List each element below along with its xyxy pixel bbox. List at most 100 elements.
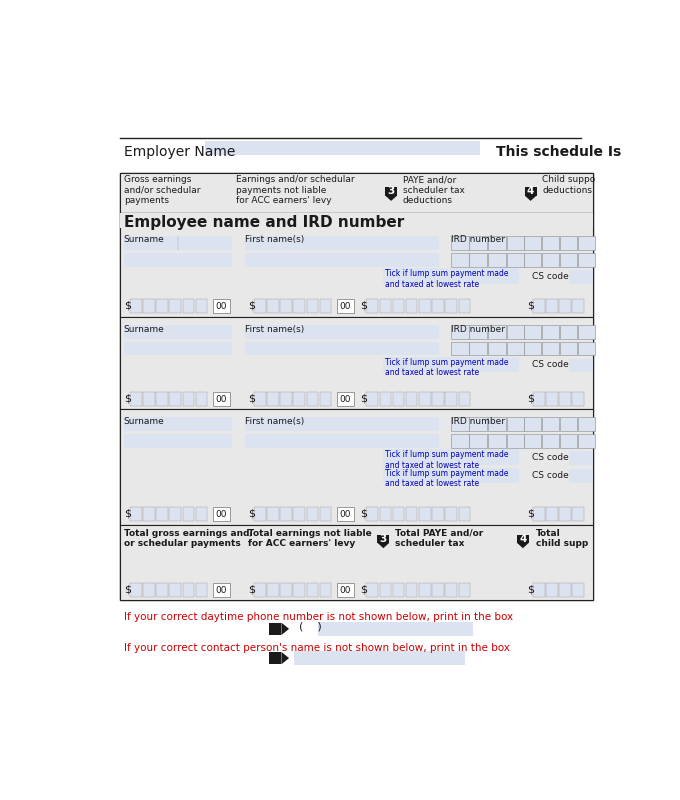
Text: Tick if lump sum payment made
and taxed at lowest rate: Tick if lump sum payment made and taxed … — [385, 358, 509, 378]
Text: IRD number: IRD number — [451, 325, 505, 334]
Bar — [524, 325, 541, 338]
Bar — [419, 392, 430, 406]
Bar — [130, 299, 141, 313]
Bar — [533, 299, 545, 313]
Bar — [560, 253, 577, 267]
Bar — [573, 299, 584, 313]
Bar — [196, 582, 207, 597]
Text: 00: 00 — [216, 510, 227, 519]
Bar — [578, 417, 595, 431]
Bar — [267, 582, 279, 597]
Bar — [320, 299, 331, 313]
Bar — [183, 392, 194, 406]
Bar — [245, 417, 439, 431]
Text: Surname: Surname — [124, 417, 165, 426]
Bar — [507, 342, 524, 355]
Bar — [507, 417, 524, 431]
Text: Employer Name: Employer Name — [124, 146, 235, 159]
Bar — [524, 434, 541, 448]
Bar — [254, 507, 266, 521]
Bar — [280, 582, 292, 597]
Bar — [533, 582, 545, 597]
Bar — [560, 342, 577, 355]
Text: First name(s): First name(s) — [245, 234, 305, 243]
Bar — [267, 299, 279, 313]
Bar — [432, 392, 444, 406]
Bar — [569, 470, 593, 483]
Text: If your correct daytime phone number is not shown below, print in the box: If your correct daytime phone number is … — [124, 612, 513, 622]
Text: Total earnings not liable
for ACC earners' levy: Total earnings not liable for ACC earner… — [248, 529, 371, 548]
Bar — [379, 582, 391, 597]
Bar — [445, 299, 457, 313]
Text: Total gross earnings and/
or schedular payments: Total gross earnings and/ or schedular p… — [124, 529, 252, 548]
Bar — [120, 410, 593, 525]
Text: 00: 00 — [216, 394, 227, 404]
Bar — [124, 417, 233, 431]
Bar — [294, 507, 305, 521]
Bar — [458, 582, 470, 597]
Bar — [320, 392, 331, 406]
Text: $: $ — [360, 301, 367, 311]
Bar — [573, 392, 584, 406]
Bar — [546, 392, 558, 406]
Bar — [124, 253, 233, 267]
Bar — [120, 525, 593, 600]
Bar — [488, 417, 506, 431]
Text: $: $ — [527, 301, 534, 311]
Bar — [469, 253, 488, 267]
Bar — [560, 325, 577, 338]
Bar — [578, 236, 595, 250]
Text: $: $ — [124, 584, 131, 594]
Bar — [406, 299, 418, 313]
Text: 4: 4 — [527, 186, 534, 197]
Bar — [469, 236, 488, 250]
Bar — [569, 451, 593, 465]
Text: 00: 00 — [216, 586, 227, 594]
Bar — [445, 582, 457, 597]
Bar — [183, 582, 194, 597]
Bar — [517, 534, 529, 542]
Bar — [569, 270, 593, 284]
Text: 00: 00 — [339, 302, 351, 311]
Text: CS code: CS code — [532, 471, 569, 480]
Bar — [213, 299, 230, 313]
Bar — [488, 325, 506, 338]
Bar — [156, 392, 168, 406]
Bar — [143, 507, 155, 521]
Text: CS code: CS code — [532, 453, 569, 462]
Bar — [130, 582, 141, 597]
Bar — [507, 434, 524, 448]
Text: 00: 00 — [216, 302, 227, 311]
Bar — [578, 342, 595, 355]
Bar — [205, 141, 480, 154]
Bar — [560, 236, 577, 250]
Bar — [245, 325, 439, 338]
Bar — [524, 236, 541, 250]
Text: CS code: CS code — [532, 360, 569, 369]
Bar — [406, 392, 418, 406]
Text: Gross earnings
and/or schedular
payments: Gross earnings and/or schedular payments — [124, 175, 200, 205]
Text: Surname: Surname — [124, 234, 165, 243]
Bar — [559, 392, 571, 406]
Text: Surname: Surname — [124, 325, 165, 334]
Polygon shape — [377, 542, 390, 548]
Bar — [307, 392, 318, 406]
Bar — [546, 507, 558, 521]
Bar — [124, 434, 233, 448]
Bar — [120, 173, 593, 213]
Bar — [143, 299, 155, 313]
Bar — [269, 622, 282, 635]
Bar — [524, 253, 541, 267]
Bar — [267, 392, 279, 406]
Bar — [307, 507, 318, 521]
Text: Earnings and/or schedular
payments not liable
for ACC earners' levy: Earnings and/or schedular payments not l… — [236, 175, 355, 205]
Bar — [458, 507, 470, 521]
Bar — [156, 507, 168, 521]
Bar — [384, 468, 519, 483]
Bar — [419, 582, 430, 597]
Bar — [451, 417, 469, 431]
Bar — [432, 507, 444, 521]
Bar — [379, 299, 391, 313]
Bar — [542, 342, 559, 355]
Bar — [183, 299, 194, 313]
